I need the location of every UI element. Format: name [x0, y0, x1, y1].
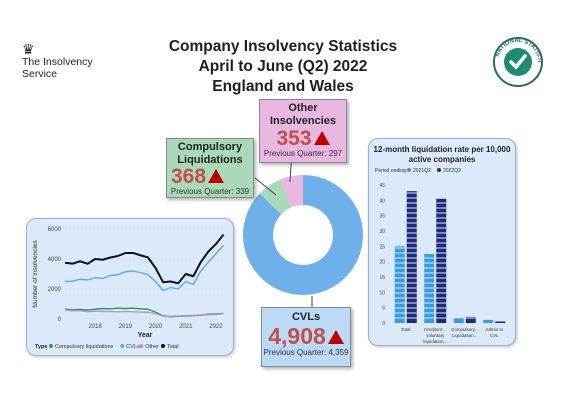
y-tick-label: 0 — [58, 317, 62, 323]
bar-2021Q2-2 — [453, 318, 464, 323]
donut-slice-other-insolvencies — [279, 175, 303, 208]
line-chart-panel: 0 2000 4000 6000 2018 2019 2020 2021 2022 Year Num… — [26, 218, 234, 356]
x-tick-label: 2018 — [89, 324, 103, 330]
royal-crest-icon: ♛ — [22, 41, 35, 57]
legend-marker — [161, 344, 165, 348]
donut-slice-cvls — [243, 175, 363, 295]
legend-marker — [49, 344, 53, 348]
increase-arrow-icon — [313, 131, 330, 145]
bar-chart-panel: 12-month liquidation rate per 10,000 acti… — [368, 138, 516, 346]
bar-legend-title: Period ending: — [375, 168, 407, 174]
y-axis-title: Number of insolvencies — [32, 239, 39, 307]
x-tick-label: 2019 — [119, 324, 133, 330]
org-name-line1: The Insolvency — [22, 56, 93, 68]
legend-label: Other — [145, 344, 159, 350]
bar-2022Q2-2 — [465, 316, 476, 323]
bar-legend-marker — [407, 168, 411, 172]
legend-title: Type — [35, 344, 47, 350]
legend-label: CVLs — [126, 344, 140, 350]
increase-arrow-icon — [327, 330, 344, 344]
page-title-line3: England and Wales — [212, 78, 354, 95]
other-previous: Previous Quarter: 297 — [263, 149, 343, 158]
compulsory-value: 368 — [171, 165, 207, 188]
compulsory-previous: Previous Quarter: 339 — [170, 187, 250, 196]
bar-y-tick-label: 10 — [379, 290, 385, 296]
other-label-line1: Other — [288, 102, 318, 114]
cvl-value: 4,908 — [268, 323, 326, 349]
check-icon — [509, 54, 527, 70]
legend-marker — [139, 344, 144, 348]
series-line-cvls — [64, 244, 225, 292]
bar-chart-title-line2: active companies — [409, 155, 476, 164]
legend-marker — [120, 344, 125, 348]
compulsory-liquidations-card: Compulsory Liquidations 368 Previous Qua… — [166, 138, 254, 198]
series-line-other — [64, 309, 224, 318]
connector-compulsory — [254, 177, 277, 196]
x-tick-label: 2021 — [179, 324, 193, 330]
liquidation-rate-bar-chart: 12-month liquidation rate per 10,000acti… — [374, 145, 511, 344]
org-name-line2: Service — [22, 68, 58, 80]
bar-y-tick-label: 35 — [379, 214, 385, 220]
national-statistics-logo: NATIONAL STATISTICS — [492, 36, 543, 87]
bar-y-tick-label: 20 — [379, 260, 385, 266]
legend-label: Compulsory liquidations — [55, 344, 114, 350]
bar-category-label: Compulsory... — [451, 327, 478, 332]
cvl-label: CVLs — [291, 311, 321, 323]
bar-legend-marker — [437, 168, 441, 172]
bar-y-tick-label: 30 — [379, 229, 385, 235]
increase-arrow-icon — [208, 169, 225, 183]
bar-chart-title-line1: 12-month liquidation rate per 10,000 — [374, 145, 511, 154]
y-tick-label: 4000 — [48, 257, 62, 263]
bar-category-label: Liquidation... — [452, 333, 478, 338]
bar-2022Q2-1 — [436, 198, 447, 323]
bar-legend-label: 2021Q2 — [413, 168, 431, 174]
bar-category-label: liquidation... — [423, 339, 447, 344]
bar-y-tick-label: 25 — [379, 244, 385, 250]
x-tick-label: 2020 — [149, 324, 163, 330]
page-title-line1: Company Insolvency Statistics — [168, 38, 398, 55]
legend-label: Total — [167, 344, 179, 350]
bar-category-label: CVL — [490, 333, 499, 338]
x-axis-title: Year — [138, 332, 153, 339]
bar-2022Q2-0 — [406, 191, 417, 323]
other-insolvencies-card: Other Insolvencies 353 Previous Quarter:… — [259, 99, 347, 163]
bar-y-tick-label: 40 — [379, 198, 385, 204]
cvl-card: CVLs 4,908 Previous Quarter: 4,359 — [261, 307, 351, 367]
bar-y-tick-label: 15 — [379, 275, 385, 281]
bar-y-tick-label: 0 — [382, 321, 385, 327]
bar-category-label: Creditors'... — [424, 327, 447, 332]
bar-category-label: Total — [401, 327, 411, 332]
bar-category-label: Admin to — [485, 327, 503, 332]
bar-legend-label: 2022Q2 — [443, 168, 461, 174]
bar-2021Q2-3 — [483, 319, 494, 323]
insolvency-line-chart: 0 2000 4000 6000 2018 2019 2020 2021 2022 Year Num… — [32, 227, 225, 350]
y-tick-label: 6000 — [48, 227, 62, 233]
bar-y-tick-label: 45 — [379, 183, 385, 189]
page-title-line2: April to June (Q2) 2022 — [198, 58, 368, 75]
bar-2021Q2-0 — [394, 246, 405, 323]
compulsory-label-line1: Compulsory — [177, 141, 243, 153]
insolvency-service-logo: ♛ The Insolvency Service — [22, 42, 132, 80]
bar-category-label: voluntary — [426, 333, 445, 338]
other-label-line2: Insolvencies — [269, 115, 337, 127]
x-tick-label: 2022 — [209, 324, 223, 330]
bar-2022Q2-3 — [495, 321, 506, 323]
bar-y-tick-label: 5 — [382, 306, 385, 312]
cvl-previous: Previous Quarter: 4,359 — [263, 348, 349, 357]
compulsory-label-line2: Liquidations — [177, 154, 243, 166]
other-value: 353 — [276, 127, 312, 150]
series-line-total — [64, 233, 225, 285]
y-tick-label: 2000 — [48, 287, 62, 293]
